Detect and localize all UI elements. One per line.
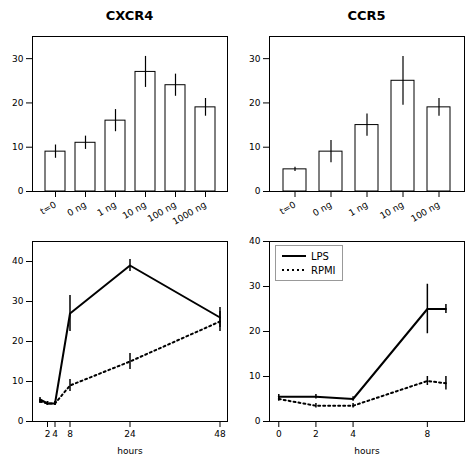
- svg-text:30: 30: [12, 296, 24, 306]
- svg-text:30: 30: [249, 281, 261, 291]
- svg-text:4: 4: [52, 429, 58, 439]
- html-text:CCR5: CCR5: [347, 8, 386, 23]
- svg-text:10: 10: [249, 371, 261, 381]
- svg-text:1 ng: 1 ng: [96, 200, 118, 219]
- svg-text:hours: hours: [117, 446, 143, 456]
- svg-text:100 ng: 100 ng: [409, 200, 441, 224]
- svg-text:48: 48: [214, 429, 226, 439]
- svg-text:8: 8: [424, 429, 430, 439]
- svg-text:t=0: t=0: [278, 199, 298, 216]
- svg-text:1 ng: 1 ng: [347, 200, 369, 219]
- svg-text:40: 40: [249, 236, 261, 246]
- html-text:LPS: LPS: [311, 250, 329, 262]
- svg-text:2: 2: [313, 429, 319, 439]
- svg-text:0: 0: [255, 186, 261, 196]
- svg-text:30: 30: [12, 54, 24, 64]
- svg-text:10: 10: [12, 376, 24, 386]
- svg-text:0 ng: 0 ng: [66, 200, 88, 219]
- svg-text:20: 20: [249, 98, 261, 108]
- svg-text:10 ng: 10 ng: [378, 200, 405, 222]
- svg-text:30: 30: [249, 54, 261, 64]
- svg-text:0 ng: 0 ng: [311, 200, 333, 219]
- svg-text:0: 0: [18, 186, 24, 196]
- svg-text:10: 10: [12, 142, 24, 152]
- svg-text:0: 0: [18, 416, 24, 426]
- svg-text:20: 20: [249, 326, 261, 336]
- svg-text:8: 8: [67, 429, 73, 439]
- html-text:RPMI: RPMI: [311, 264, 336, 276]
- svg-text:10 ng: 10 ng: [121, 200, 148, 222]
- svg-text:24: 24: [124, 429, 136, 439]
- svg-text:100 ng: 100 ng: [145, 199, 178, 224]
- svg-text:4: 4: [350, 429, 356, 439]
- html-text:CXCR4: CXCR4: [105, 8, 154, 23]
- svg-text:20: 20: [12, 98, 24, 108]
- svg-text:0: 0: [276, 429, 282, 439]
- svg-text:t=0: t=0: [38, 199, 58, 216]
- svg-text:10: 10: [249, 142, 261, 152]
- svg-text:20: 20: [12, 336, 24, 346]
- svg-text:hours: hours: [354, 446, 380, 456]
- svg-text:0: 0: [255, 416, 261, 426]
- svg-text:40: 40: [12, 256, 24, 266]
- svg-text:2: 2: [45, 429, 51, 439]
- svg-text:1000 ng: 1000 ng: [171, 200, 208, 227]
